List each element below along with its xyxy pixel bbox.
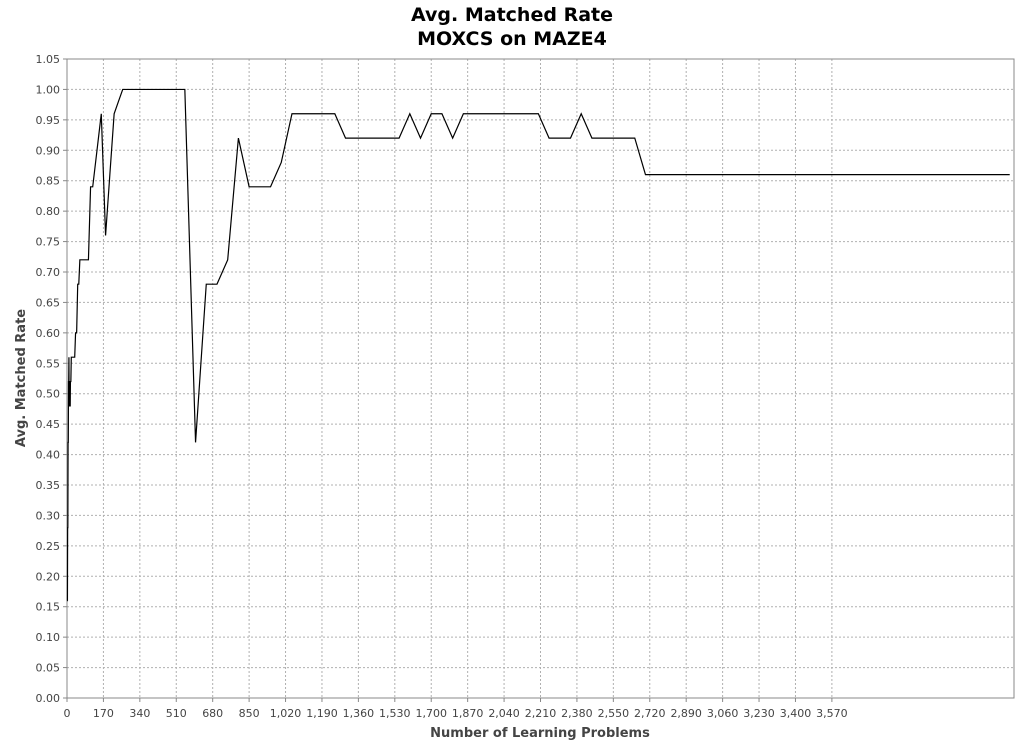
series-layer	[66, 88, 1010, 602]
axes	[63, 58, 1015, 702]
x-tick-label: 340	[129, 707, 150, 720]
plot-border	[66, 58, 1015, 699]
y-tick-label: 0.55	[36, 357, 61, 370]
grid	[66, 58, 1014, 699]
x-tick-label: 1,870	[452, 707, 484, 720]
x-tick-label: 3,400	[780, 707, 812, 720]
y-tick-label: 0.35	[36, 479, 61, 492]
x-tick-label: 1,190	[306, 707, 338, 720]
x-tick-label: 1,360	[343, 707, 375, 720]
y-tick-label: 0.90	[36, 144, 61, 157]
y-tick-label: 1.00	[36, 83, 61, 96]
x-tick-labels: 0 170 340 510 680 850 1,020 1,190 1,360 1,530 1,70…	[64, 707, 848, 720]
y-tick-label: 0.45	[36, 418, 61, 431]
x-tick-label: 2,890	[670, 707, 702, 720]
x-tick-label: 170	[93, 707, 114, 720]
x-tick-label: 1,530	[379, 707, 411, 720]
y-tick-label: 0.80	[36, 205, 61, 218]
y-tick-label: 0.25	[36, 540, 61, 553]
y-tick-label: 0.65	[36, 296, 61, 309]
x-tick-label: 3,060	[707, 707, 739, 720]
y-tick-label: 0.10	[36, 631, 61, 644]
x-tick-label: 850	[239, 707, 260, 720]
y-tick-label: 0.50	[36, 388, 61, 401]
y-tick-label: 0.30	[36, 509, 61, 522]
y-tick-label: 0.85	[36, 175, 61, 188]
x-tick-label: 2,550	[598, 707, 630, 720]
y-tick-label: 0.05	[36, 662, 61, 675]
y-tick-labels: 0.00 0.05 0.10 0.15 0.20 0.25 0.30 0.35 0.40 0.45…	[36, 53, 61, 705]
y-tick-label: 0.15	[36, 601, 61, 614]
y-tick-label: 0.20	[36, 570, 61, 583]
x-axis-label: Number of Learning Problems	[430, 726, 650, 741]
chart-subtitle: MOXCS on MAZE4	[417, 28, 607, 50]
x-tick-label: 510	[166, 707, 187, 720]
y-tick-label: 0.00	[36, 692, 61, 705]
x-tick-label: 2,720	[634, 707, 666, 720]
y-axis-label: Avg. Matched Rate	[14, 309, 29, 447]
x-tick-label: 2,380	[561, 707, 593, 720]
x-tick-label: 3,230	[743, 707, 775, 720]
y-tick-label: 0.75	[36, 236, 61, 249]
chart-title: Avg. Matched Rate	[411, 4, 613, 26]
y-tick-label: 0.70	[36, 266, 61, 279]
x-tick-label: 1,700	[415, 707, 447, 720]
y-tick-label: 0.40	[36, 449, 61, 462]
series-line	[66, 88, 1010, 602]
x-tick-label: 2,210	[525, 707, 557, 720]
x-tick-label: 680	[202, 707, 223, 720]
y-tick-label: 0.95	[36, 114, 61, 127]
x-tick-label: 3,570	[816, 707, 848, 720]
y-tick-label: 0.60	[36, 327, 61, 340]
x-tick-label: 1,020	[270, 707, 302, 720]
x-tick-label: 2,040	[488, 707, 520, 720]
y-tick-label: 1.05	[36, 53, 61, 66]
x-tick-label: 0	[64, 707, 71, 720]
